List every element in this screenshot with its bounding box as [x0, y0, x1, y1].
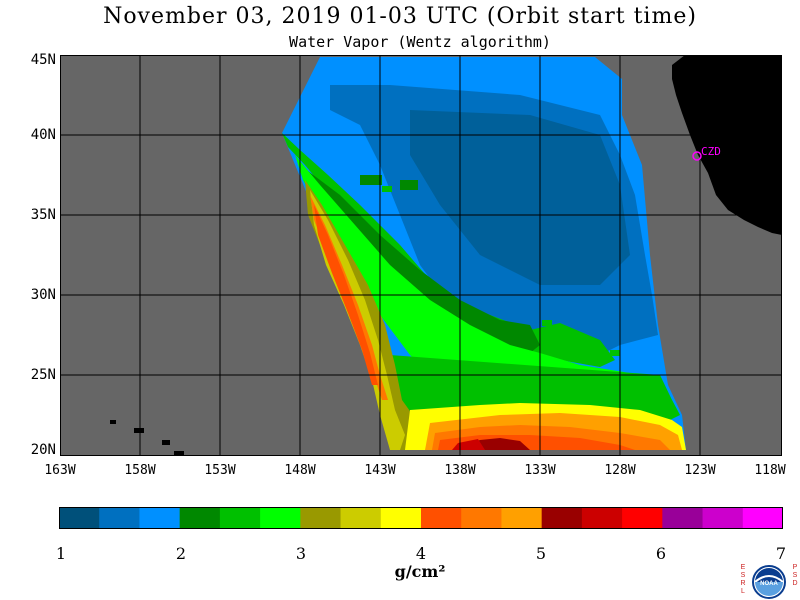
colorbar-tick-6: 6: [655, 544, 667, 563]
colorbar-cell: [340, 507, 382, 529]
colorbar-cell: [421, 507, 462, 529]
colorbar-cell: [501, 507, 543, 529]
logo-letter: L: [741, 588, 745, 595]
lon-label-153w: 153W: [204, 463, 236, 478]
island: [134, 428, 144, 433]
colorbar-cell: [702, 507, 744, 529]
colorbar-tick-1: 1: [55, 544, 67, 563]
island: [162, 440, 170, 445]
colorbar: [59, 507, 783, 529]
page-subtitle: Water Vapor (Wentz algorithm): [289, 33, 551, 51]
colorbar-cell: [622, 507, 663, 529]
colorbar-cell: [219, 507, 261, 529]
logo-letter: S: [741, 572, 746, 579]
island: [174, 451, 184, 456]
colorbar-cell: [260, 507, 301, 529]
colorbar-tick-4: 4: [415, 544, 427, 563]
page-title: November 03, 2019 01-03 UTC (Orbit start…: [103, 4, 697, 29]
lon-label-118w: 118W: [754, 463, 786, 478]
colorbar-cell: [581, 507, 623, 529]
logo-right-letters: PSD: [792, 564, 797, 587]
lat-label-45n: 45N: [30, 52, 56, 68]
colorbar-tick-3: 3: [295, 544, 307, 563]
lon-label-158w: 158W: [124, 463, 156, 478]
colorbar-cell: [541, 507, 583, 529]
colorbar-cell: [99, 507, 140, 529]
logo-center-text: NOAA: [760, 581, 778, 587]
lon-label-163w: 163W: [44, 463, 76, 478]
lat-label-30n: 30N: [30, 287, 56, 303]
logo-letter: P: [793, 564, 798, 571]
lon-label-123w: 123W: [684, 463, 716, 478]
island: [110, 420, 116, 424]
colorbar-tick-2: 2: [175, 544, 187, 563]
lat-label-40n: 40N: [30, 127, 56, 143]
colorbar-cell: [742, 507, 783, 529]
map-border: [60, 55, 782, 456]
colorbar-cell: [139, 507, 181, 529]
colorbar-cells: [59, 507, 783, 529]
logo-letter: R: [740, 580, 745, 587]
colorbar-tick-7: 7: [775, 544, 787, 563]
logo-letter: D: [792, 580, 797, 587]
lat-label-25n: 25N: [30, 367, 56, 383]
colorbar-cell: [662, 507, 704, 529]
water-vapor-swath: [282, 57, 686, 450]
lon-label-148w: 148W: [284, 463, 316, 478]
lon-label-133w: 133W: [524, 463, 556, 478]
map-grid: [60, 55, 782, 456]
lat-label-35n: 35N: [30, 207, 56, 223]
colorbar-cell: [300, 507, 342, 529]
lon-label-143w: 143W: [364, 463, 396, 478]
colorbar-tick-5: 5: [535, 544, 547, 563]
lon-label-128w: 128W: [604, 463, 636, 478]
lon-label-138w: 138W: [444, 463, 476, 478]
logo-letter: E: [741, 564, 746, 571]
station-label: CZD: [701, 145, 721, 158]
colorbar-cell: [179, 507, 221, 529]
colorbar-cell: [380, 507, 422, 529]
logo-letter: S: [793, 572, 798, 579]
water-vapor-map: CZD: [60, 55, 782, 456]
colorbar-unit: g/cm²: [394, 562, 446, 581]
station-marker-icon: [692, 151, 702, 161]
colorbar-cell: [461, 507, 502, 529]
colorbar-cell: [59, 507, 100, 529]
lat-label-20n: 20N: [30, 442, 56, 458]
